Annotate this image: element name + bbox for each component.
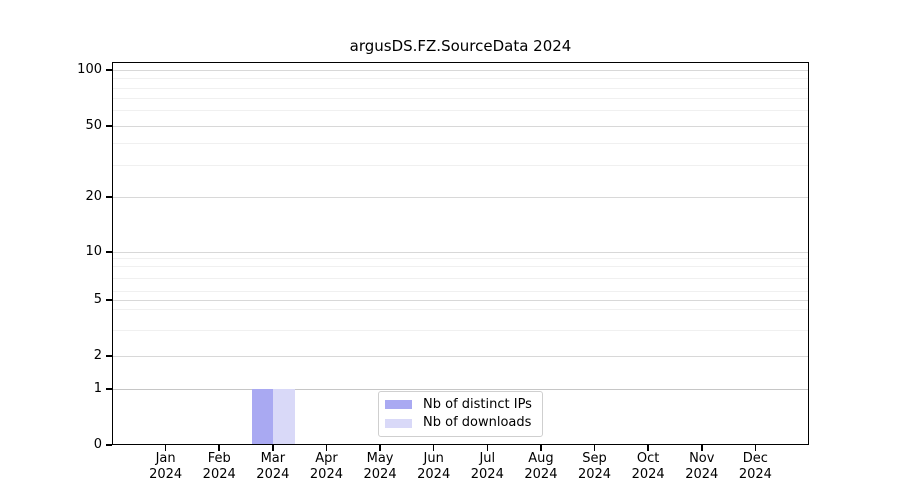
x-tick-label-month: Nov — [689, 451, 715, 466]
y-tick-5 — [106, 299, 112, 301]
gridline-minor-4 — [112, 309, 809, 310]
legend-row-downloads: Nb of downloads — [385, 415, 534, 431]
x-tick-label-year: 2024 — [631, 467, 665, 482]
legend-label-downloads: Nb of downloads — [423, 415, 532, 431]
y-tick-100 — [106, 69, 112, 71]
x-tick-label-month: May — [366, 451, 394, 466]
x-tick-label-month: Aug — [528, 451, 554, 466]
x-tick-label-year: 2024 — [738, 467, 772, 482]
x-tick-label-may: May 2024 — [345, 451, 415, 483]
gridline-major-50 — [112, 126, 809, 127]
gridline-minor-80 — [112, 88, 809, 89]
plot-area — [112, 62, 809, 445]
x-tick-label-year: 2024 — [202, 467, 236, 482]
legend-label-distinct-ips: Nb of distinct IPs — [423, 396, 532, 412]
x-tick-label-year: 2024 — [524, 467, 558, 482]
x-tick-label-oct: Oct 2024 — [613, 451, 683, 483]
gridline-minor-6 — [112, 291, 809, 292]
x-tick-label-month: Dec — [742, 451, 768, 466]
legend-row-distinct-ips: Nb of distinct IPs — [385, 397, 534, 413]
x-tick-label-year: 2024 — [417, 467, 451, 482]
gridline-minor-90 — [112, 78, 809, 79]
gridline-major-5 — [112, 300, 809, 301]
gridline-major-1 — [112, 389, 809, 390]
x-tick-oct — [647, 445, 649, 451]
gridline-minor-9 — [112, 258, 809, 259]
x-tick-mar — [272, 445, 274, 451]
x-tick-label-month: Jan — [155, 451, 176, 466]
y-tick-label-50: 50 — [85, 118, 102, 133]
gridline-minor-40 — [112, 143, 809, 144]
y-tick-2 — [106, 355, 112, 357]
gridline-major-2 — [112, 356, 809, 357]
y-tick-label-100: 100 — [77, 62, 102, 77]
y-tick-label-10: 10 — [85, 244, 102, 259]
y-tick-50 — [106, 125, 112, 127]
y-tick-label-5: 5 — [93, 292, 102, 307]
gridline-minor-60 — [112, 110, 809, 111]
bar-distinct-ips — [251, 389, 273, 445]
gridline-minor-3 — [112, 330, 809, 331]
x-tick-label-year: 2024 — [577, 467, 612, 482]
x-tick-aug — [540, 445, 542, 451]
x-tick-label-month: Mar — [260, 451, 286, 466]
x-tick-may — [379, 445, 381, 451]
y-tick-0 — [106, 444, 112, 446]
x-tick-label-month: Sep — [582, 451, 607, 466]
x-tick-label-jul: Jul 2024 — [452, 451, 522, 483]
x-tick-label-apr: Apr 2024 — [291, 451, 361, 483]
x-tick-label-nov: Nov 2024 — [667, 451, 737, 483]
x-tick-label-sep: Sep 2024 — [560, 451, 630, 483]
x-tick-jul — [486, 445, 489, 451]
gridline-major-100 — [112, 70, 809, 71]
legend-swatch-distinct-ips — [385, 400, 412, 410]
x-tick-jan — [164, 445, 167, 451]
gridline-minor-7 — [112, 278, 809, 279]
x-tick-label-mar: Mar 2024 — [238, 451, 308, 483]
x-tick-label-month: Oct — [636, 451, 660, 466]
y-tick-label-2: 2 — [93, 348, 102, 363]
x-tick-label-year: 2024 — [149, 467, 183, 482]
x-tick-label-month: Apr — [315, 451, 338, 466]
gridline-major-20 — [112, 197, 809, 198]
gridline-minor-30 — [112, 165, 809, 166]
y-tick-10 — [106, 251, 112, 253]
x-tick-label-jun: Jun 2024 — [399, 451, 469, 483]
x-tick-apr — [325, 445, 328, 451]
x-tick-label-month: Feb — [207, 451, 231, 466]
chart-title: argusDS.FZ.SourceData 2024 — [349, 37, 572, 55]
x-tick-label-year: 2024 — [470, 467, 504, 482]
gridline-major-10 — [112, 252, 809, 253]
gridline-minor-70 — [112, 98, 809, 99]
x-tick-label-year: 2024 — [256, 467, 290, 482]
gridline-minor-8 — [112, 266, 809, 267]
x-tick-label-jan: Jan 2024 — [131, 451, 201, 483]
y-tick-1 — [106, 388, 112, 390]
x-tick-label-year: 2024 — [309, 467, 343, 482]
legend: Nb of distinct IPs Nb of downloads — [378, 391, 543, 437]
legend-swatch-downloads — [385, 418, 412, 428]
x-tick-label-month: Jun — [423, 451, 444, 466]
y-tick-label-20: 20 — [85, 189, 102, 204]
x-tick-label-year: 2024 — [363, 467, 397, 482]
bar-downloads — [272, 389, 295, 445]
x-tick-label-feb: Feb 2024 — [184, 451, 254, 483]
y-tick-label-1: 1 — [93, 381, 102, 396]
x-tick-label-aug: Aug 2024 — [506, 451, 576, 483]
x-tick-jun — [432, 445, 435, 451]
x-tick-dec — [754, 445, 757, 451]
x-tick-nov — [701, 445, 703, 451]
x-tick-feb — [218, 445, 220, 451]
y-tick-label-0: 0 — [93, 437, 102, 452]
y-tick-20 — [106, 196, 112, 198]
x-tick-label-year: 2024 — [685, 467, 719, 482]
x-tick-sep — [593, 445, 596, 451]
x-tick-label-month: Jul — [479, 451, 496, 466]
x-tick-label-dec: Dec 2024 — [720, 451, 790, 483]
